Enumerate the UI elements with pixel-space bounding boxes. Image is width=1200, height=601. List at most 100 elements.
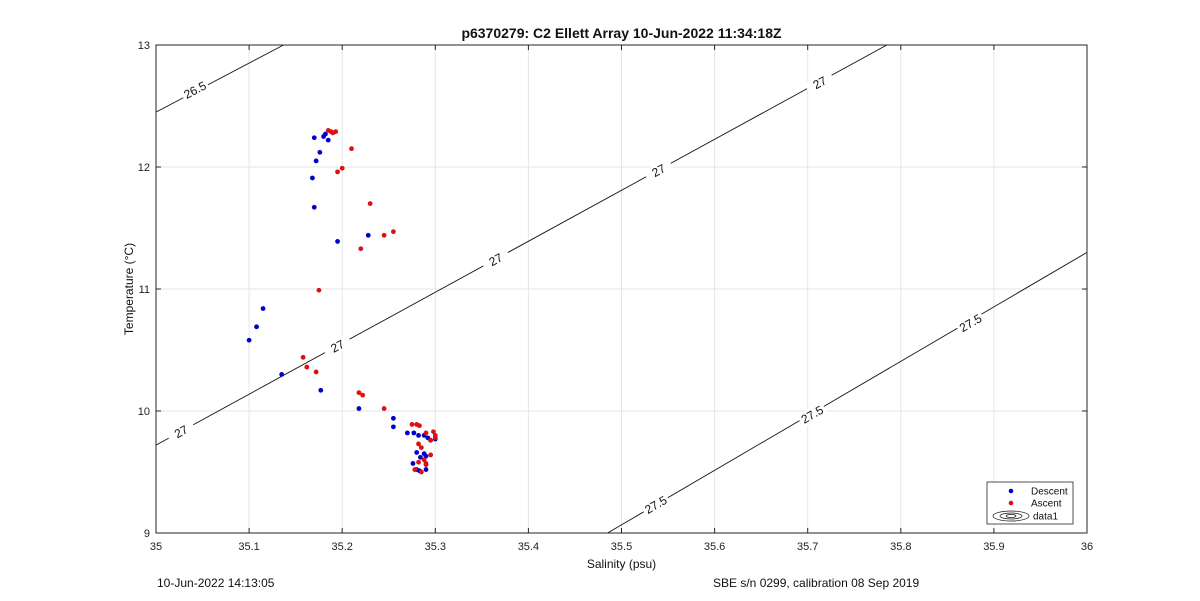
point-descent [418, 454, 423, 460]
point-descent [423, 453, 429, 459]
point-descent [410, 461, 416, 466]
point-descent [404, 430, 410, 436]
legend-entry-descent: Descent [1031, 487, 1068, 498]
point-descent [246, 337, 252, 343]
legend-entry-ascent: Ascent [1031, 499, 1062, 510]
legend-marker-descent [1008, 488, 1014, 494]
legend-marker-ascent [1008, 500, 1014, 506]
point-descent [356, 406, 362, 411]
point-descent [310, 175, 315, 181]
point-descent [311, 204, 317, 210]
point-descent [318, 387, 324, 393]
legend-entry-data1: data1 [1033, 512, 1058, 523]
point-ascent [333, 129, 339, 135]
axis-ticks: 35 35.1 35.2 35.3 35.4 35.5 35.6 35.7 35.8 35.9 36… [138, 40, 1093, 553]
point-descent [317, 149, 323, 155]
y-tick-label: 12 [138, 162, 150, 174]
point-ascent [416, 459, 421, 465]
contour-label: 27 [811, 73, 830, 92]
x-tick-label: 35.8 [890, 541, 911, 553]
point-ascent [360, 392, 366, 398]
x-axis-label: Salinity (psu) [587, 557, 656, 571]
contour-label-bg [321, 333, 354, 360]
contour-label-bg [796, 401, 828, 428]
footer-calibration: SBE s/n 0299, calibration 08 Sep 2019 [713, 576, 920, 590]
footer-timestamp: 10-Jun-2022 14:13:05 [157, 576, 275, 590]
legend-marker-contour-icon [992, 510, 1030, 522]
x-tick-label: 35.4 [518, 541, 539, 553]
point-ascent [432, 435, 438, 441]
contour-label-bg [480, 246, 512, 273]
point-ascent [349, 146, 354, 152]
point-descent [416, 433, 421, 438]
legend-box [986, 481, 1074, 525]
point-ascent [313, 369, 319, 375]
contour-label: 27 [487, 250, 506, 269]
x-tick-label: 35.2 [331, 541, 352, 553]
point-descent [325, 137, 331, 143]
contour-label-bg [179, 77, 211, 103]
point-descent [311, 135, 317, 141]
point-descent [411, 430, 417, 436]
point-ascent [423, 430, 429, 436]
point-ascent [358, 246, 364, 252]
grid [155, 44, 1088, 534]
x-tick-label: 35.5 [611, 541, 632, 553]
y-tick-label: 11 [139, 284, 150, 296]
point-ascent [418, 445, 424, 450]
isopycnal-line-26.5 [155, 44, 284, 113]
point-ascent [409, 422, 415, 427]
x-tick-label: 35.3 [425, 541, 446, 553]
point-ascent [431, 429, 436, 435]
point-ascent [381, 232, 387, 238]
point-ascent [367, 201, 373, 207]
isopycnal-line-27 [155, 44, 888, 446]
legend: Descent Ascent data1 [986, 481, 1074, 525]
point-ascent [381, 406, 387, 411]
point-descent [323, 131, 328, 137]
point-descent [414, 450, 420, 455]
point-descent [365, 232, 371, 238]
x-tick-label: 35.7 [797, 541, 818, 553]
contour-label: 27 [172, 422, 191, 441]
point-ascent [418, 469, 424, 475]
contour-label-bg [955, 310, 987, 337]
point-descent [391, 424, 396, 430]
y-tick-label: 13 [138, 40, 150, 52]
chart-title: p6370279: C2 Ellett Array 10-Jun-2022 11… [461, 25, 782, 41]
x-tick-label: 35.6 [704, 541, 725, 553]
point-ascent [335, 169, 340, 175]
point-descent [335, 239, 340, 244]
contour-label: 27 [650, 161, 669, 180]
x-tick-label: 35.1 [238, 541, 259, 553]
point-ascent [300, 354, 306, 360]
point-ascent [304, 364, 310, 370]
point-descent [423, 467, 429, 472]
x-tick-label: 35 [150, 541, 162, 553]
point-ascent [391, 229, 396, 235]
contour-label-bg [804, 69, 836, 96]
point-ascent [412, 467, 418, 472]
point-ascent [423, 462, 429, 468]
x-tick-label: 35.9 [983, 541, 1004, 553]
point-descent [254, 324, 259, 330]
point-ascent [356, 390, 362, 396]
contour-label-bg [643, 157, 675, 184]
contour-label-bg [640, 491, 672, 519]
point-descent [279, 372, 285, 377]
contour-label: 27 [328, 337, 347, 356]
point-ascent [428, 437, 434, 443]
point-descent [260, 306, 266, 311]
data-points [246, 127, 438, 475]
point-descent [313, 158, 319, 164]
isopycnal-line-27.5 [607, 252, 1088, 534]
point-ascent [421, 457, 427, 463]
point-ascent [316, 287, 322, 293]
y-tick-label: 10 [138, 406, 150, 418]
point-ascent [417, 423, 422, 429]
y-axis-label: Temperature (°C) [122, 243, 136, 335]
point-ascent [339, 165, 345, 171]
contour-label-bg [165, 418, 197, 445]
point-ascent [428, 452, 434, 458]
